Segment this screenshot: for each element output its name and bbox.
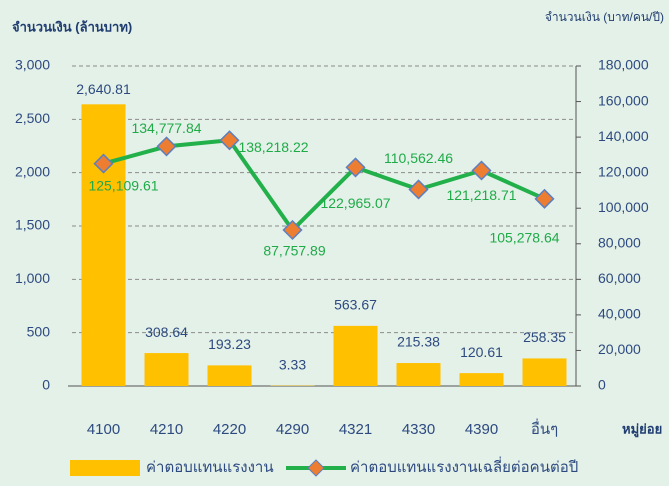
y2-tick-label: 20,000 bbox=[598, 341, 641, 357]
x-tick-label: 4330 bbox=[402, 421, 435, 438]
y2-tick-label: 100,000 bbox=[598, 199, 649, 215]
line-marker bbox=[93, 153, 114, 174]
line-marker bbox=[471, 160, 492, 181]
x-axis-title: หมู่ย่อย bbox=[622, 421, 662, 437]
bar bbox=[81, 104, 126, 386]
bar bbox=[144, 353, 189, 386]
line-value-label: 134,777.84 bbox=[131, 120, 201, 136]
y-tick-label: 500 bbox=[27, 323, 51, 339]
bar-value-label: 215.38 bbox=[397, 334, 440, 350]
line-value-label: 122,965.07 bbox=[320, 195, 390, 211]
legend-label: ค่าตอบแทนแรงงาน bbox=[146, 459, 274, 476]
x-tick-label: 4390 bbox=[465, 421, 498, 438]
y2-tick-label: 160,000 bbox=[598, 92, 649, 108]
bar-value-label: 308.64 bbox=[145, 324, 188, 340]
bar bbox=[207, 365, 252, 386]
bar bbox=[522, 358, 567, 386]
bar bbox=[459, 373, 504, 386]
y2-tick-label: 80,000 bbox=[598, 234, 641, 250]
x-tick-label: 4210 bbox=[150, 421, 183, 438]
bar-value-label: 120.61 bbox=[460, 344, 503, 360]
line-marker bbox=[219, 130, 240, 151]
line-value-label: 87,757.89 bbox=[263, 243, 325, 259]
bar-value-label: 258.35 bbox=[523, 329, 566, 345]
x-tick-label: 4100 bbox=[87, 421, 120, 438]
bar-value-label: 2,640.81 bbox=[76, 81, 131, 97]
line-marker bbox=[534, 188, 555, 209]
line-marker bbox=[282, 219, 303, 241]
legend-swatch bbox=[70, 460, 140, 476]
x-tick-label: 4290 bbox=[276, 421, 309, 438]
y-tick-label: 1,000 bbox=[15, 270, 50, 286]
line-value-label: 121,218.71 bbox=[446, 187, 516, 203]
y2-tick-label: 180,000 bbox=[598, 57, 649, 73]
x-tick-label: อื่นๆ bbox=[531, 418, 558, 438]
y-axis-title: จำนวนเงิน (ล้านบาท) bbox=[12, 19, 132, 34]
y-tick-label: 1,500 bbox=[15, 217, 50, 233]
bar-value-label: 3.33 bbox=[279, 356, 306, 372]
bar bbox=[396, 363, 441, 386]
bar-value-label: 193.23 bbox=[208, 336, 251, 352]
bar bbox=[333, 325, 378, 386]
line-marker bbox=[156, 136, 177, 157]
line-marker bbox=[408, 179, 429, 200]
bar-value-label: 563.67 bbox=[334, 297, 377, 313]
legend-marker bbox=[307, 459, 325, 477]
y2-tick-label: 120,000 bbox=[598, 163, 649, 179]
line-value-label: 138,218.22 bbox=[238, 139, 308, 155]
y2-tick-label: 140,000 bbox=[598, 128, 649, 144]
line-value-label: 125,109.61 bbox=[88, 177, 158, 193]
legend-label: ค่าตอบแทนแรงงานเฉลี่ยต่อคนต่อปี bbox=[350, 456, 578, 476]
y-tick-label: 3,000 bbox=[15, 57, 50, 73]
line-marker bbox=[345, 157, 366, 178]
line-value-label: 110,562.46 bbox=[384, 150, 453, 166]
y2-tick-label: 0 bbox=[598, 377, 606, 393]
line bbox=[102, 138, 546, 234]
line-value-label: 105,278.64 bbox=[489, 230, 559, 246]
x-tick-label: 4220 bbox=[213, 421, 246, 438]
y-tick-label: 0 bbox=[42, 377, 50, 393]
y2-tick-label: 40,000 bbox=[598, 306, 641, 322]
y-tick-label: 2,000 bbox=[15, 163, 50, 179]
y2-axis-title: จำนวนเงิน (บาท/คน/ปี) bbox=[545, 10, 664, 24]
y-tick-label: 2,500 bbox=[15, 110, 50, 126]
y2-tick-label: 60,000 bbox=[598, 270, 641, 286]
x-tick-label: 4321 bbox=[339, 421, 372, 438]
